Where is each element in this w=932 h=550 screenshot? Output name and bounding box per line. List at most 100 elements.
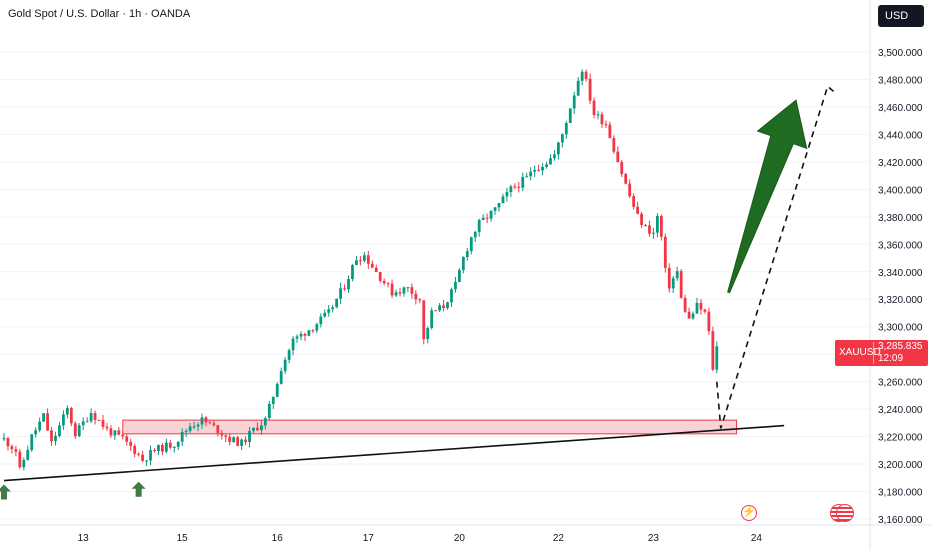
candle-body bbox=[196, 424, 200, 427]
candle-body bbox=[129, 441, 133, 446]
x-tick-label: 13 bbox=[78, 533, 90, 544]
candle-body bbox=[656, 215, 659, 233]
candle-body bbox=[279, 371, 283, 384]
candle-body bbox=[351, 265, 354, 280]
candle-body bbox=[335, 298, 339, 308]
candle-body bbox=[125, 436, 129, 442]
candle-body bbox=[370, 263, 374, 268]
candle-body bbox=[473, 231, 477, 238]
candle-body bbox=[220, 432, 224, 436]
candle-body bbox=[26, 450, 30, 460]
x-tick-label: 23 bbox=[648, 533, 660, 544]
candle-body bbox=[299, 333, 303, 337]
candle-body bbox=[30, 434, 34, 451]
candle-body bbox=[133, 445, 137, 454]
x-tick-label: 24 bbox=[751, 533, 763, 544]
candle-body bbox=[192, 426, 196, 428]
candle-body bbox=[97, 419, 101, 421]
candle-body bbox=[168, 442, 172, 448]
candle-body bbox=[204, 417, 208, 423]
candle-body bbox=[347, 279, 350, 290]
candle-body bbox=[54, 435, 57, 442]
candle-body bbox=[216, 425, 220, 433]
candle-body bbox=[73, 423, 77, 437]
candle-body bbox=[323, 312, 327, 317]
candle-body bbox=[481, 217, 485, 220]
candle-body bbox=[10, 446, 14, 450]
candle-body bbox=[402, 287, 406, 294]
candle-body bbox=[553, 154, 556, 159]
candle-body bbox=[644, 224, 647, 226]
x-tick-label: 20 bbox=[454, 533, 466, 544]
y-tick-label: 3,440.000 bbox=[878, 130, 923, 141]
candle-body bbox=[81, 421, 85, 426]
candle-body bbox=[406, 287, 410, 289]
candle-body bbox=[287, 350, 291, 360]
candle-body bbox=[184, 430, 188, 433]
candle-body bbox=[236, 437, 240, 446]
candle-body bbox=[497, 203, 501, 208]
candle-body bbox=[145, 460, 148, 462]
candle-body bbox=[533, 169, 537, 172]
candle-body bbox=[77, 425, 81, 437]
candle-body bbox=[109, 428, 113, 436]
candle-body bbox=[315, 324, 319, 331]
candle-body bbox=[291, 338, 295, 351]
candle-body bbox=[260, 425, 263, 431]
candle-body bbox=[382, 280, 386, 284]
candle-body bbox=[93, 413, 97, 420]
candle-body bbox=[509, 186, 513, 192]
candle-body bbox=[240, 439, 243, 446]
candle-body bbox=[541, 166, 544, 171]
candle-body bbox=[188, 426, 192, 431]
candle-body bbox=[687, 311, 691, 319]
candle-body bbox=[465, 251, 469, 258]
candle-body bbox=[485, 217, 489, 219]
y-tick-label: 3,260.000 bbox=[878, 378, 923, 389]
candle-body bbox=[355, 260, 358, 266]
candle-body bbox=[426, 328, 430, 340]
candle-body bbox=[679, 271, 683, 298]
candle-body bbox=[303, 333, 307, 336]
us-flag-icon[interactable] bbox=[830, 504, 854, 522]
candle-body bbox=[469, 237, 473, 252]
y-tick-label: 3,380.000 bbox=[878, 213, 923, 224]
candle-body bbox=[319, 316, 323, 325]
candle-body bbox=[517, 186, 521, 188]
candle-body bbox=[461, 257, 465, 271]
candle-body bbox=[208, 422, 212, 424]
candle-body bbox=[568, 108, 572, 123]
y-tick-label: 3,160.000 bbox=[878, 515, 923, 526]
flash-icon[interactable]: ⚡ bbox=[741, 505, 757, 521]
x-tick-label: 15 bbox=[177, 533, 189, 544]
candle-body bbox=[117, 430, 121, 435]
candle-body bbox=[34, 430, 38, 435]
candle-body bbox=[267, 403, 271, 419]
candle-body bbox=[105, 426, 109, 429]
candle-body bbox=[545, 164, 548, 167]
candle-body bbox=[667, 267, 671, 289]
y-tick-label: 3,400.000 bbox=[878, 185, 923, 196]
candle-body bbox=[62, 414, 65, 426]
currency-button[interactable]: USD bbox=[878, 5, 924, 27]
y-tick-label: 3,220.000 bbox=[878, 433, 923, 444]
candle-body bbox=[699, 302, 703, 310]
price-tag-divider bbox=[873, 342, 874, 364]
candle-body bbox=[521, 177, 525, 188]
candle-body bbox=[604, 124, 608, 126]
x-tick-label: 17 bbox=[363, 533, 375, 544]
candle-body bbox=[446, 302, 449, 309]
candle-body bbox=[557, 142, 560, 155]
candle-body bbox=[65, 407, 69, 415]
candle-body bbox=[580, 71, 584, 81]
candle-body bbox=[616, 151, 620, 163]
candle-body bbox=[42, 413, 45, 422]
y-tick-label: 3,360.000 bbox=[878, 240, 923, 251]
last-price-label: XAUUSD 3,285.835 12:09 bbox=[835, 340, 928, 366]
candle-body bbox=[359, 260, 362, 262]
candle-body bbox=[153, 450, 156, 452]
candle-body bbox=[477, 219, 481, 232]
candle-body bbox=[410, 287, 414, 294]
